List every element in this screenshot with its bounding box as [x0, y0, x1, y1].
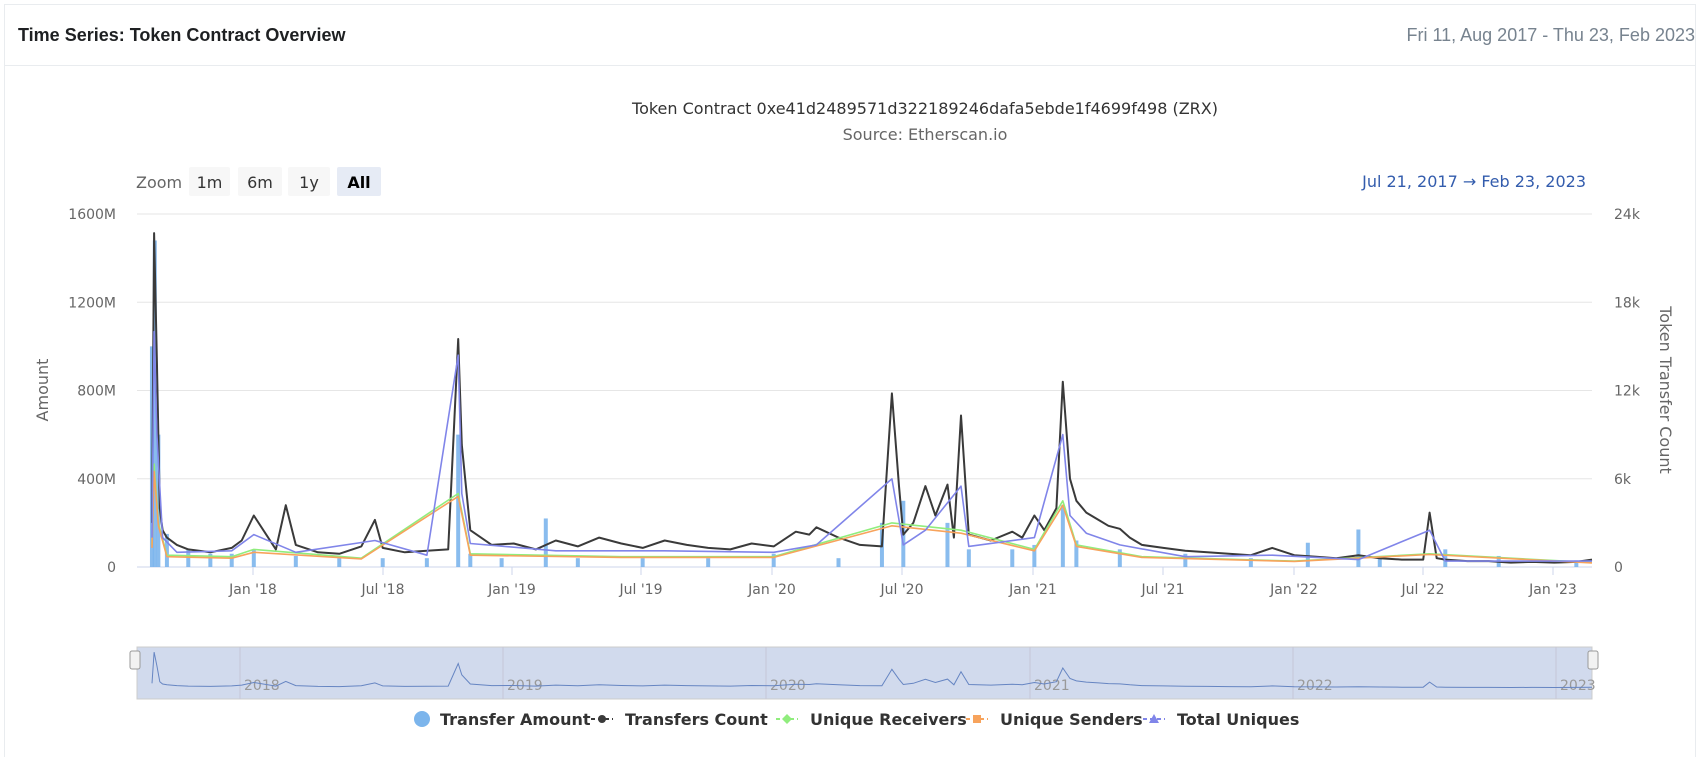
transfer-amount-bar — [1183, 553, 1188, 567]
navigator-mask[interactable] — [136, 646, 1593, 700]
zoom-button-label[interactable]: 1y — [299, 173, 319, 192]
transfer-amount-bar — [1574, 560, 1579, 567]
card-title: Time Series: Token Contract Overview — [18, 25, 346, 45]
navigator-handle-right[interactable] — [1587, 650, 1599, 670]
transfer-amount-bar — [424, 558, 429, 567]
card-header: Time Series: Token Contract Overview Fri… — [5, 5, 1695, 66]
transfer-amount-bar — [186, 549, 191, 567]
legend-marker-icon — [598, 715, 606, 723]
y-left-tick: 400M — [77, 472, 116, 488]
navigator-year: 2023 — [1560, 678, 1596, 694]
transfer-amount-bar — [251, 549, 256, 567]
transfer-amount-bar — [156, 434, 161, 567]
zoom-button-6m[interactable] — [238, 167, 282, 196]
y-right-axis-title: Token Transfer Count — [1656, 305, 1675, 474]
zoom-label: Zoom — [136, 173, 182, 192]
x-tick-label: Jul '21 — [1140, 582, 1184, 598]
chart-subtitle: Source: Etherscan.io — [843, 125, 1008, 144]
transfer-amount-bar — [706, 558, 711, 567]
zoom-button-label[interactable]: 6m — [247, 173, 273, 192]
navigator-year: 2021 — [1034, 678, 1070, 694]
transfer-amount-bar — [1117, 549, 1122, 567]
x-tick-label: Jul '19 — [618, 582, 662, 598]
legend-item-label[interactable]: Unique Senders — [1000, 710, 1143, 729]
zoom-button-label[interactable]: All — [347, 173, 370, 192]
x-tick-label: Jul '22 — [1400, 582, 1444, 598]
y-right-tick: 24k — [1614, 207, 1641, 223]
zoom-button-1y[interactable] — [288, 167, 330, 196]
y-right-tick: 6k — [1614, 472, 1632, 488]
transfer-amount-bar — [1074, 540, 1079, 567]
y-right-tick: 0 — [1614, 560, 1623, 576]
y-right-tick: 18k — [1614, 295, 1641, 311]
transfer-amount-bar — [456, 434, 461, 567]
transfer-amount-bar — [468, 553, 473, 567]
transfer-amount-bar — [1377, 558, 1382, 567]
x-tick-label: Jan '18 — [228, 582, 277, 598]
transfer-amount-bar — [208, 553, 213, 567]
y-left-tick: 1200M — [68, 295, 116, 311]
x-tick-label: Jan '23 — [1528, 582, 1577, 598]
legend-item-label[interactable]: Total Uniques — [1177, 710, 1299, 729]
legend-item-label[interactable]: Unique Receivers — [810, 710, 967, 729]
transfer-amount-bar — [543, 518, 548, 567]
x-tick-label: Jan '22 — [1269, 582, 1318, 598]
navigator-year: 2018 — [244, 678, 280, 694]
transfer-amount-bar — [499, 558, 504, 567]
transfer-amount-bar — [640, 558, 645, 567]
x-tick-label: Jul '18 — [360, 582, 404, 598]
legend-marker-icon — [973, 715, 981, 723]
card-date-range: Fri 11, Aug 2017 - Thu 23, Feb 2023 — [1406, 25, 1695, 45]
navigator-handle-left[interactable] — [129, 650, 141, 670]
legend-item-label[interactable]: Transfer Amount — [440, 710, 591, 729]
transfer-amount-bar — [380, 558, 385, 567]
y-right-tick: 12k — [1614, 384, 1641, 400]
transfer-amount-bar — [293, 555, 298, 567]
transfer-amount-bar — [1032, 544, 1037, 567]
transfer-amount-bar — [945, 522, 950, 567]
zoom-button-All[interactable] — [337, 167, 381, 196]
chart-title: Token Contract 0xe41d2489571d322189246da… — [631, 99, 1218, 118]
transfer-amount-bar — [575, 558, 580, 567]
legend-marker-icon — [1149, 714, 1159, 723]
chart-card: Time Series: Token Contract Overview Fri… — [4, 4, 1696, 757]
transfer-amount-bar — [164, 533, 169, 567]
transfer-amount-bar — [1060, 505, 1065, 567]
transfer-amount-bar — [1305, 542, 1310, 567]
x-tick-label: Jan '21 — [1008, 582, 1057, 598]
y-left-axis-title: Amount — [33, 359, 52, 422]
legend-marker-icon — [782, 714, 792, 724]
y-left-tick: 800M — [77, 384, 116, 400]
navigator-year: 2020 — [770, 678, 806, 694]
transfer-amount-bar — [771, 553, 776, 567]
transfer-amount-bar — [1010, 549, 1015, 567]
legend-item-label[interactable]: Transfers Count — [625, 710, 768, 729]
navigator-series — [151, 651, 1593, 689]
transfer-amount-bar — [1356, 529, 1361, 567]
total-uniques-line — [151, 330, 1592, 562]
x-tick-label: Jan '19 — [487, 582, 536, 598]
y-left-tick: 0 — [107, 560, 116, 576]
legend-symbol[interactable] — [414, 711, 430, 727]
transfer-amount-bar — [966, 549, 971, 567]
unique-senders-line — [151, 470, 1593, 564]
range-display: Jul 21, 2017 → Feb 23, 2023 — [1361, 172, 1586, 191]
transfer-amount-bar — [152, 240, 157, 567]
transfers-count-line — [151, 232, 1593, 564]
transfer-amount-bar — [1443, 549, 1448, 567]
y-left-tick: 1600M — [68, 207, 116, 223]
zoom-button-1m[interactable] — [189, 167, 230, 196]
x-tick-label: Jul '20 — [879, 582, 923, 598]
transfer-amount-bar — [836, 558, 841, 567]
transfer-amount-bar — [337, 558, 342, 567]
transfer-amount-bar — [229, 553, 234, 567]
navigator-year: 2022 — [1297, 678, 1333, 694]
x-tick-label: Jan '20 — [747, 582, 796, 598]
zoom-button-label[interactable]: 1m — [197, 173, 223, 192]
transfer-amount-bar — [1248, 558, 1253, 567]
